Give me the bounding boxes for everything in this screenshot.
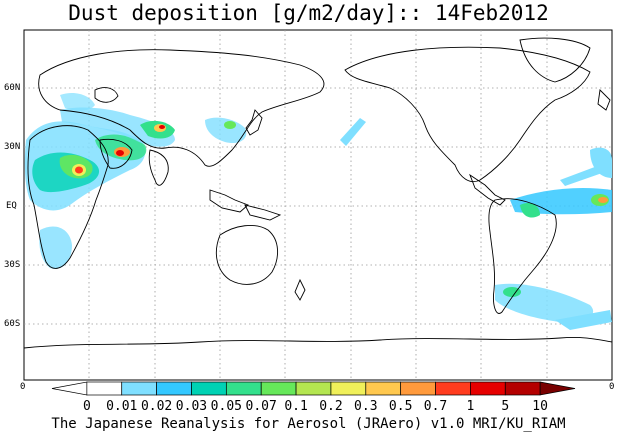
- coastline-antarctica: [23, 337, 613, 349]
- colorbar-segment: [400, 381, 436, 396]
- colorbar-tick-label: 0.05: [211, 399, 242, 414]
- colorbar-tick-label: 0.7: [424, 399, 447, 414]
- coastline-japan: [245, 109, 263, 136]
- coastline-arabia: [99, 138, 133, 169]
- colorbar: 0 0.01 0.02 0.03 0.05 0.07 0.1 0.2 0.3 0.5 0.7 1 5 10: [51, 381, 576, 414]
- colorbar-segment: [191, 381, 227, 396]
- colorbar-tick-label: 5: [501, 399, 509, 414]
- colorbar-tick-label: 0.1: [284, 399, 307, 414]
- colorbar-arrow-high: [539, 381, 576, 396]
- lat-label-60s: 60S: [4, 319, 21, 329]
- dust-plumes: [24, 93, 612, 330]
- colorbar-segment: [121, 381, 157, 396]
- coastline-africa: [27, 125, 109, 269]
- colorbar-segment: [365, 381, 402, 396]
- colorbar-segment: [260, 381, 297, 396]
- colorbar-segment: [330, 381, 367, 396]
- lat-label-30s: 30S: [4, 260, 21, 270]
- lat-label-30n: 30N: [4, 142, 21, 152]
- colorbar-segment: [86, 381, 123, 396]
- coastline-australia: [216, 224, 278, 285]
- colorbar-tick-label: 0.07: [246, 399, 277, 414]
- colorbar-tick-label: 0.2: [319, 399, 342, 414]
- dust-plume-southern-africa: [39, 226, 72, 269]
- colorbar-segment: [435, 381, 471, 396]
- corner-label-right: 0: [609, 382, 615, 392]
- colorbar-tick-label: 0.02: [141, 399, 172, 414]
- colorbar-tick-label: 0.5: [389, 399, 412, 414]
- dust-plume-east-asia: [205, 117, 247, 144]
- coastline-eurasia: [38, 49, 325, 167]
- colorbar-tick-label: 0.03: [176, 399, 207, 414]
- gridlines: [24, 30, 612, 380]
- colorbar-tick-label: 0: [83, 399, 91, 414]
- colorbar-arrow-low: [51, 381, 88, 396]
- colorbar-segment: [470, 381, 506, 396]
- colorbar-segment: [295, 381, 332, 396]
- colorbar-segment: [504, 381, 541, 396]
- colorbar-segment: [156, 381, 192, 396]
- dust-plume-central-asia: [60, 107, 175, 147]
- coastline-north-america: [344, 46, 591, 183]
- colorbar-tick-label: 0.3: [354, 399, 377, 414]
- coastline-india: [148, 149, 169, 186]
- map-title: Dust deposition [g/m2/day]:: 14Feb2012: [68, 1, 549, 25]
- coastline-south-america: [488, 198, 557, 314]
- lat-label-eq: EQ: [6, 201, 17, 211]
- colorbar-segment: [225, 381, 262, 396]
- coastlines: [23, 37, 613, 349]
- corner-label-left: 0: [20, 382, 26, 392]
- footer-credit: The Japanese Reanalysis for Aerosol (JRA…: [51, 416, 566, 432]
- coastline-greenland: [519, 37, 591, 83]
- colorbar-tick-label: 10: [532, 399, 548, 414]
- colorbar-tick-label: 1: [466, 399, 474, 414]
- lat-label-60n: 60N: [4, 83, 21, 93]
- colorbar-tick-label: 0.01: [106, 399, 137, 414]
